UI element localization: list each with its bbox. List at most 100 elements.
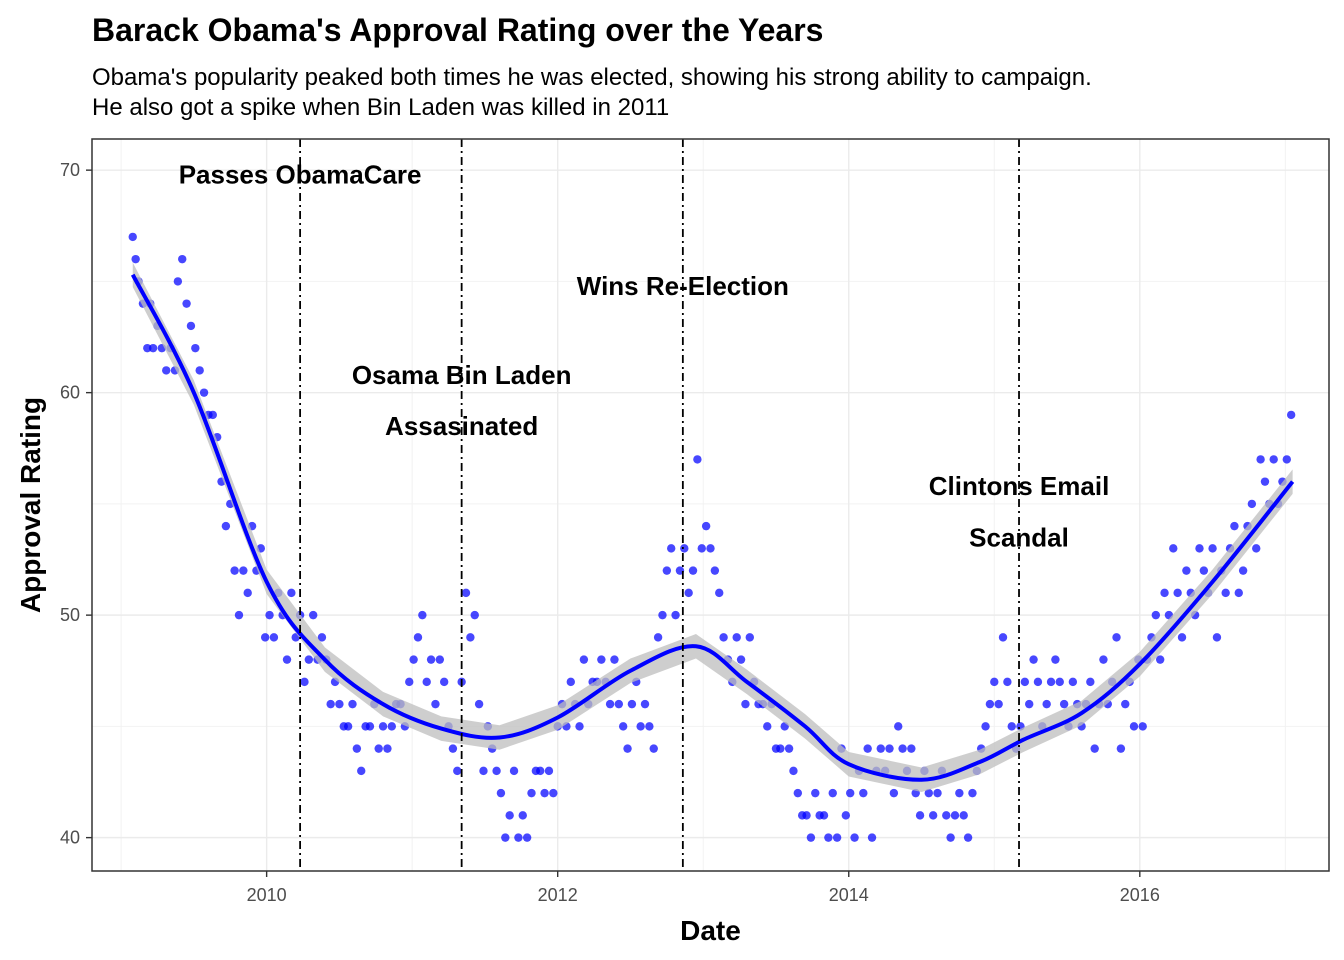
data-point <box>1282 455 1291 464</box>
data-point <box>1003 677 1012 687</box>
data-point <box>1155 655 1165 664</box>
data-point <box>968 788 977 798</box>
data-point <box>667 544 676 553</box>
data-point <box>662 566 672 575</box>
data-point <box>933 788 942 798</box>
data-point <box>789 766 798 776</box>
data-point <box>431 699 440 709</box>
data-point <box>365 722 375 731</box>
chart-subtitle: Obama's popularity peaked both times he … <box>92 63 1092 123</box>
data-point <box>684 588 693 598</box>
data-point <box>453 766 462 776</box>
data-point <box>1033 677 1043 687</box>
data-point <box>304 655 314 664</box>
y-tick-label: 60 <box>60 383 80 403</box>
event-label: Passes ObamaCare <box>179 160 422 190</box>
data-point <box>1160 588 1169 598</box>
data-point <box>841 811 851 820</box>
x-tick-label: 2010 <box>247 885 287 905</box>
data-point <box>907 744 916 753</box>
event-label: Osama Bin Laden <box>352 360 572 390</box>
data-point <box>439 677 449 687</box>
data-point <box>1221 588 1230 598</box>
data-point <box>378 722 388 731</box>
data-point <box>208 410 217 420</box>
x-tick-label: 2012 <box>538 885 578 905</box>
y-axis-title: Approval Rating <box>15 397 46 613</box>
data-point <box>479 766 488 776</box>
data-point <box>649 744 658 753</box>
data-point <box>985 699 995 709</box>
data-point <box>741 699 750 709</box>
data-point <box>1252 544 1261 553</box>
event-label: Clintons Email <box>929 471 1110 501</box>
data-point <box>802 811 811 820</box>
data-point <box>575 722 584 731</box>
data-point <box>474 699 484 709</box>
data-point <box>1020 677 1030 687</box>
x-axis-title: Date <box>680 915 741 946</box>
data-point <box>265 610 274 620</box>
data-point <box>1116 744 1126 753</box>
x-tick-label: 2014 <box>829 885 869 905</box>
data-point <box>269 633 279 642</box>
data-point <box>492 766 501 776</box>
x-tick-label: 2016 <box>1120 885 1160 905</box>
data-point <box>148 343 158 353</box>
data-point <box>1121 699 1130 709</box>
data-point <box>894 722 903 731</box>
data-point <box>719 633 728 642</box>
data-point <box>1177 633 1187 642</box>
data-point <box>1068 677 1078 687</box>
data-point <box>889 788 899 798</box>
data-point <box>710 566 720 575</box>
data-point <box>998 633 1008 642</box>
data-point <box>1173 588 1182 598</box>
data-point <box>1129 722 1139 731</box>
data-point <box>688 566 698 575</box>
data-point <box>383 744 392 753</box>
data-point <box>924 788 933 798</box>
data-point <box>527 788 536 798</box>
data-point <box>461 588 471 598</box>
data-point <box>191 343 200 353</box>
data-point <box>627 699 637 709</box>
data-point <box>697 544 706 553</box>
data-point <box>1286 410 1296 420</box>
y-tick-label: 50 <box>60 605 80 625</box>
data-point <box>706 544 715 553</box>
data-point <box>182 299 191 308</box>
data-point <box>466 633 475 642</box>
smooth-line <box>130 273 1295 782</box>
data-point <box>335 699 344 709</box>
data-point <box>828 788 837 798</box>
data-point <box>260 633 270 642</box>
data-point <box>221 521 231 531</box>
data-point <box>1090 744 1099 753</box>
data-point <box>1046 677 1056 687</box>
data-point <box>1182 566 1191 575</box>
data-point <box>173 277 183 286</box>
data-point <box>509 766 519 776</box>
data-point <box>234 610 244 620</box>
data-point <box>1256 455 1265 464</box>
data-point <box>732 633 741 642</box>
data-point <box>1234 588 1243 598</box>
data-point <box>448 744 458 753</box>
data-point <box>736 655 746 664</box>
data-point <box>422 677 431 687</box>
data-point <box>885 744 894 753</box>
data-point <box>915 811 925 820</box>
data-point <box>846 788 855 798</box>
data-point <box>950 811 960 820</box>
data-point <box>1025 699 1034 709</box>
data-point <box>636 722 645 731</box>
data-point <box>287 588 296 598</box>
data-point <box>143 343 152 353</box>
data-point <box>1099 655 1108 664</box>
data-point <box>178 254 187 264</box>
data-point <box>522 833 532 842</box>
subtitle-line-2: He also got a spike when Bin Laden was k… <box>92 94 670 121</box>
data-point <box>549 788 558 798</box>
